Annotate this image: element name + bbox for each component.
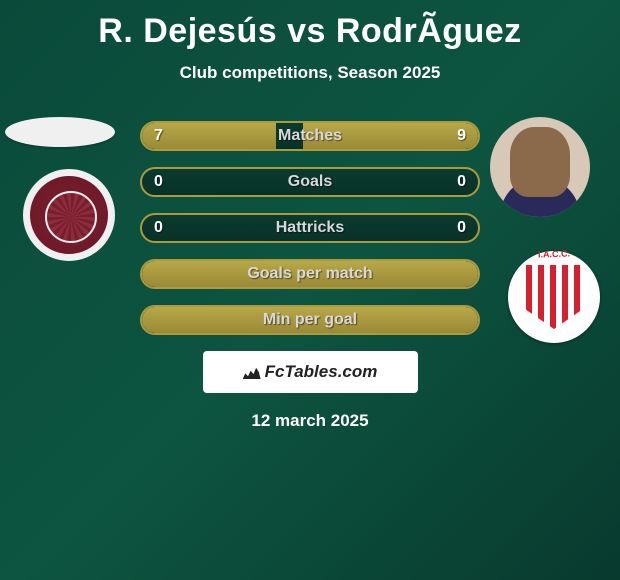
stat-label: Min per goal xyxy=(142,307,478,333)
brand-label: FcTables.com xyxy=(265,362,378,382)
stat-value-right: 0 xyxy=(457,169,466,195)
stat-row-goals-per-match: Goals per match xyxy=(140,259,480,289)
date-label: 12 march 2025 xyxy=(0,411,620,431)
club-right-badge xyxy=(508,251,600,343)
stat-row-hattricks: 0 Hattricks 0 xyxy=(140,213,480,243)
stat-label: Matches xyxy=(142,123,478,149)
stat-label: Hattricks xyxy=(142,215,478,241)
stat-value-right: 9 xyxy=(457,123,466,149)
comparison-chart: 7 Matches 9 0 Goals 0 0 Hattricks 0 Goal… xyxy=(0,121,620,431)
page-title: R. Dejesús vs RodrÃ­guez xyxy=(0,0,620,51)
club-left-badge xyxy=(23,169,115,261)
stat-label: Goals xyxy=(142,169,478,195)
stat-row-matches: 7 Matches 9 xyxy=(140,121,480,151)
stat-row-goals: 0 Goals 0 xyxy=(140,167,480,197)
stat-value-right: 0 xyxy=(457,215,466,241)
stat-label: Goals per match xyxy=(142,261,478,287)
chart-icon xyxy=(243,365,261,379)
player-right-avatar xyxy=(490,117,590,217)
page-subtitle: Club competitions, Season 2025 xyxy=(0,63,620,83)
stat-row-min-per-goal: Min per goal xyxy=(140,305,480,335)
player-left-avatar xyxy=(5,117,115,147)
stat-bars: 7 Matches 9 0 Goals 0 0 Hattricks 0 Goal… xyxy=(140,121,480,335)
brand-badge[interactable]: FcTables.com xyxy=(203,351,418,393)
